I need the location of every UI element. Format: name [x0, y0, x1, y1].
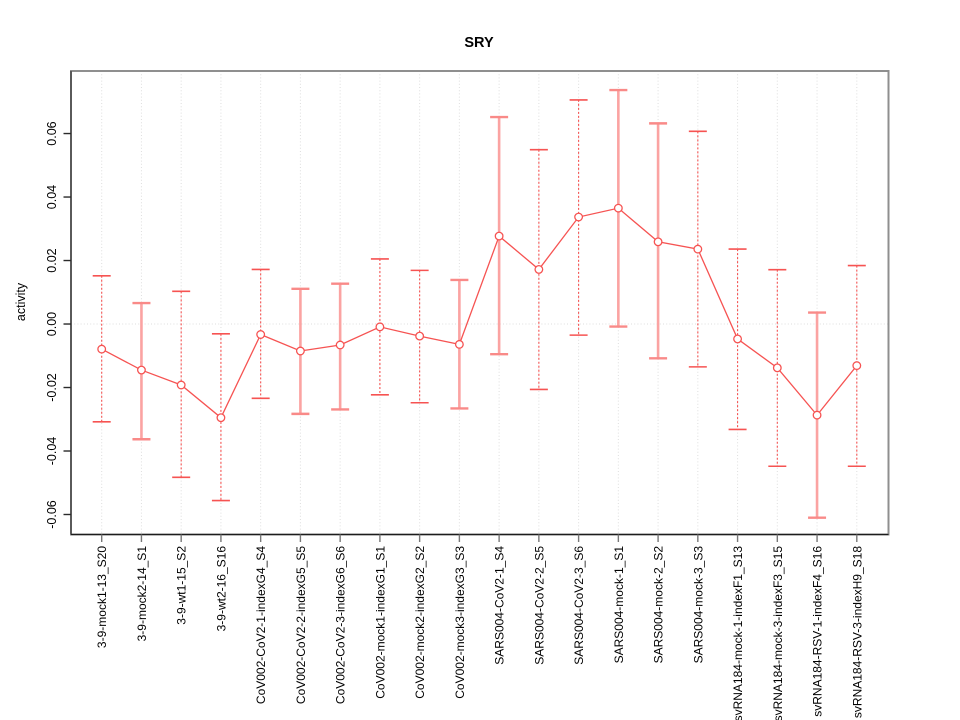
y-axis-label: activity	[14, 282, 28, 321]
data-point	[693, 244, 703, 254]
x-tick-label: SARS004-mock-2_S2	[652, 546, 666, 664]
data-point	[375, 322, 385, 332]
x-tick-label: svRNA184-mock-3-indexF3_S15	[771, 546, 785, 720]
data-point	[534, 264, 544, 274]
x-tick-label: CoV002-mock3-indexG3_S3	[453, 546, 467, 699]
chart-title: SRY	[464, 35, 494, 51]
y-tick-label: 0.02	[45, 248, 59, 272]
x-tick-label: CoV002-mock2-indexG2_S2	[413, 546, 427, 699]
data-point	[256, 330, 266, 339]
data-point	[97, 344, 107, 354]
x-tick-label: CoV002-CoV2-2-indexG5_S5	[294, 546, 308, 704]
data-point	[176, 380, 186, 390]
data-point	[733, 334, 743, 344]
y-tick-label: 0.00	[45, 312, 59, 336]
x-tick-label: SARS004-mock-3_S3	[691, 546, 705, 664]
y-tick-label: -0.04	[45, 437, 59, 466]
data-point	[454, 339, 464, 349]
plot-area: 0.06 0.04 0.02 0.00 -0.02 -0.04 -0.06 3-9-mock1…	[45, 70, 890, 720]
x-tick-label: CoV002-CoV2-3-indexG6_S6	[334, 546, 348, 704]
data-point	[295, 346, 305, 356]
data-point	[136, 365, 146, 375]
y-tick-label: -0.06	[45, 500, 59, 529]
x-tick-label: SARS004-CoV2-3_S6	[572, 546, 586, 665]
x-tick-label: SARS004-mock-1_S1	[612, 546, 626, 664]
x-tick-label: CoV002-mock1-indexG1_S1	[373, 546, 387, 699]
data-point	[653, 237, 663, 247]
data-point	[613, 203, 623, 213]
x-tick-label: svRNA184-RSV-3-indexH9_S18	[850, 546, 864, 718]
data-point	[216, 413, 226, 423]
data-point	[574, 212, 584, 222]
x-tick-label: SARS004-CoV2-2_S5	[532, 546, 546, 665]
x-tick-label: 3-9-wt1-15_S2	[175, 546, 189, 625]
data-point	[812, 410, 822, 420]
plot-border	[70, 70, 890, 536]
x-tick-label: svRNA184-RSV-1-indexF4_S16	[811, 546, 825, 717]
y-tick-label: 0.04	[45, 185, 59, 209]
series-line	[101, 207, 858, 419]
data-point	[494, 231, 504, 241]
x-tick-label: SARS004-CoV2-1_S4	[493, 546, 507, 665]
x-tick-label: CoV002-CoV2-1-indexG4_S4	[254, 546, 268, 704]
x-tick-label: 3-9-wt2-16_S16	[214, 546, 228, 632]
x-tick-label: 3-9-mock1-13_S20	[95, 546, 109, 648]
y-tick-label: -0.02	[45, 373, 59, 402]
x-tick-label: svRNA184-mock-1-indexF1_S13	[731, 546, 745, 720]
data-point	[415, 331, 425, 341]
x-tick-label: 3-9-mock2-14_S1	[135, 546, 149, 642]
y-tick-label: 0.06	[45, 121, 59, 145]
data-point	[852, 361, 862, 371]
data-point	[772, 363, 782, 373]
data-point	[335, 340, 345, 350]
